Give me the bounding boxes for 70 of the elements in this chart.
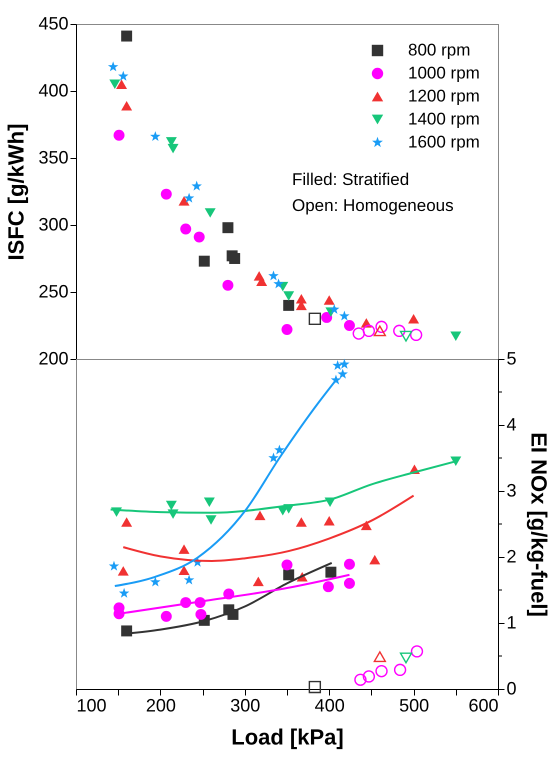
point	[273, 278, 284, 288]
point	[109, 80, 120, 90]
y2-tick-label: 1	[506, 612, 517, 632]
line-series	[122, 494, 415, 562]
y-tick-label: 300	[38, 214, 68, 234]
legend-label: 1600 rpm	[408, 132, 480, 152]
x-tick-label: 600	[468, 696, 498, 716]
point	[204, 208, 216, 218]
x-tick-label: 500	[399, 696, 430, 716]
point	[329, 304, 340, 314]
point	[282, 324, 292, 335]
y2-tick-label: 3	[506, 480, 517, 500]
point	[308, 312, 322, 325]
y2-axis-title: EI NOx [g/kg-fuel]	[526, 432, 552, 617]
point	[352, 327, 365, 340]
point	[296, 294, 307, 304]
x-tick-label: 200	[146, 696, 176, 716]
point	[168, 144, 179, 154]
point	[191, 180, 202, 191]
point	[339, 310, 350, 321]
legend-label: 1000 rpm	[408, 64, 480, 82]
point	[222, 222, 234, 234]
point	[160, 188, 172, 200]
y-tick-label: 250	[38, 282, 68, 302]
point	[116, 80, 128, 90]
point	[194, 232, 205, 243]
point	[324, 295, 335, 305]
x-axis-title: Load [kPa]	[231, 724, 344, 750]
point	[121, 30, 132, 42]
point	[375, 320, 388, 334]
y2-tick-label: 4	[506, 414, 517, 434]
y2-tick-label: 5	[506, 348, 517, 368]
point	[121, 100, 132, 110]
point	[321, 312, 332, 323]
point	[268, 270, 279, 280]
point	[118, 70, 128, 81]
point	[180, 224, 192, 234]
y-tick-label: 200	[38, 348, 68, 368]
y2-tick-label: 0	[506, 678, 517, 698]
legend-label: 1400 rpm	[408, 110, 480, 128]
point	[344, 320, 355, 331]
y-tick-label: 450	[38, 14, 68, 34]
annotation: Filled: Stratified	[292, 170, 410, 189]
point	[408, 314, 420, 324]
point	[229, 253, 240, 264]
point	[374, 325, 386, 336]
point	[393, 324, 406, 338]
legend-label: 800 rpm	[408, 40, 470, 60]
point	[283, 291, 294, 301]
point	[198, 256, 210, 267]
y-tick-label: 350	[38, 148, 68, 168]
point	[283, 300, 294, 311]
y-tick-label: 400	[38, 80, 68, 100]
point	[410, 328, 422, 342]
y-axis-title: ISFC [g/kWh]	[3, 124, 28, 260]
point	[184, 192, 194, 203]
legend-label: 1200 rpm	[408, 86, 480, 106]
point	[178, 196, 190, 206]
point	[222, 280, 234, 291]
point	[108, 61, 118, 72]
point	[450, 331, 462, 341]
point	[362, 324, 376, 338]
x-tick-label: 300	[230, 696, 260, 716]
point	[114, 130, 125, 141]
annotation: Open: Homogeneous	[292, 196, 454, 215]
x-tick-label: 400	[314, 696, 345, 716]
point	[400, 330, 412, 342]
point	[150, 131, 161, 141]
x-tick-label: 100	[76, 696, 107, 716]
y2-tick-label: 2	[506, 546, 517, 566]
